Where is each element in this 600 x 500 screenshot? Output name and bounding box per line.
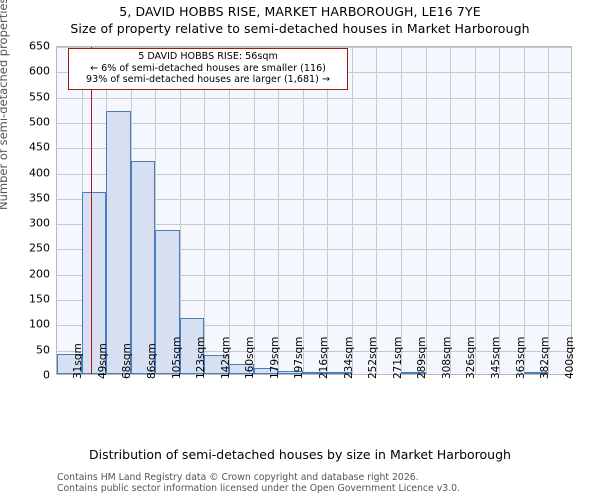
gridline-vertical: [155, 47, 157, 374]
y-tick-label: 550: [29, 90, 50, 104]
gridline-horizontal: [57, 97, 571, 99]
gridline-horizontal: [57, 122, 571, 124]
y-tick-label: 100: [29, 317, 50, 331]
y-tick-label: 600: [29, 64, 50, 78]
x-tick-label: 160sqm: [244, 336, 257, 379]
gridline-vertical: [229, 47, 230, 374]
bar: [229, 363, 254, 374]
y-tick-label: 350: [29, 191, 50, 205]
x-tick-label: 382sqm: [539, 336, 552, 379]
plot-area: [56, 46, 572, 375]
gridline-horizontal: [57, 350, 571, 352]
gridline-horizontal: [57, 274, 571, 276]
gridline-vertical: [523, 47, 525, 374]
gridline-horizontal: [57, 249, 571, 251]
y-tick-label: 50: [36, 343, 50, 357]
x-tick-label: 31sqm: [72, 343, 85, 379]
bar: [302, 371, 328, 374]
y-tick-label: 250: [29, 241, 50, 255]
y-tick-label: 400: [29, 166, 50, 180]
bar: [179, 318, 205, 374]
gridline-horizontal: [57, 148, 571, 150]
gridline-vertical: [548, 47, 550, 374]
footer-line-2: Contains public sector information licen…: [57, 483, 460, 494]
bar: [327, 372, 352, 374]
x-tick-label: 345sqm: [490, 336, 502, 379]
gridline-vertical: [376, 47, 378, 374]
gridline-vertical: [327, 47, 329, 374]
x-tick-label: 271sqm: [391, 336, 404, 379]
gridline-horizontal: [57, 300, 571, 302]
bar: [278, 371, 303, 374]
bar: [106, 110, 131, 374]
gridline-vertical: [204, 47, 206, 374]
bar-series: [57, 47, 571, 374]
gridline-vertical: [302, 47, 304, 374]
x-tick-label: 105sqm: [170, 336, 183, 379]
x-tick-label: 289sqm: [416, 336, 429, 379]
gridline-horizontal: [57, 173, 571, 175]
y-tick-label: 200: [29, 267, 50, 281]
x-tick-label: 123sqm: [195, 336, 208, 379]
gridline-vertical: [425, 47, 427, 374]
x-tick-label: 252sqm: [367, 336, 380, 379]
bar: [401, 372, 426, 374]
gridline-vertical: [474, 47, 476, 374]
gridline-horizontal: [57, 325, 571, 327]
x-tick-label: 308sqm: [440, 336, 453, 379]
gridline-vertical: [450, 47, 452, 374]
annotation-line-3: 93% of semi-detached houses are larger (…: [86, 74, 330, 86]
y-tick-label: 450: [29, 140, 50, 154]
x-tick-label: 197sqm: [293, 336, 306, 379]
gridline-vertical: [401, 47, 402, 374]
page-title: 5, DAVID HOBBS RISE, MARKET HARBOROUGH, …: [119, 4, 481, 19]
footer-line-1: Contains HM Land Registry data © Crown c…: [57, 472, 419, 483]
x-tick-label: 363sqm: [514, 336, 527, 379]
gridline-vertical: [351, 47, 353, 374]
gridline-vertical: [499, 47, 501, 374]
property-marker-line: [90, 47, 93, 374]
bar: [130, 161, 156, 374]
chart-subtitle: Size of property relative to semi-detach…: [70, 21, 530, 36]
y-tick-label: 500: [29, 115, 50, 129]
y-tick-label: 0: [43, 368, 50, 382]
gridline-horizontal: [57, 198, 571, 200]
x-tick-label: 142sqm: [219, 336, 232, 379]
gridline-vertical: [179, 47, 181, 374]
x-tick-label: 179sqm: [268, 336, 281, 379]
bar: [57, 353, 82, 374]
annotation-line-2: ← 6% of semi-detached houses are smaller…: [90, 62, 326, 74]
x-tick-label: 86sqm: [146, 343, 158, 379]
y-tick-label: 300: [29, 216, 50, 230]
y-tick-label: 150: [29, 292, 50, 306]
bar: [253, 367, 279, 374]
x-tick-label: 400sqm: [563, 336, 576, 379]
annotation-line-1: 5 DAVID HOBBS RISE: 56sqm: [138, 51, 278, 62]
x-tick-label: 216sqm: [318, 336, 330, 379]
x-tick-label: 234sqm: [342, 336, 355, 379]
gridline-horizontal: [57, 47, 571, 48]
gridline-vertical: [278, 47, 280, 374]
x-tick-label: 326sqm: [465, 336, 478, 379]
bar: [81, 191, 107, 374]
bar: [204, 355, 229, 374]
x-axis-title: Distribution of semi-detached houses by …: [89, 447, 511, 462]
x-tick-label: 49sqm: [96, 343, 109, 379]
bar: [523, 372, 549, 374]
annotation-box: 5 DAVID HOBBS RISE: 56sqm ← 6% of semi-d…: [68, 48, 348, 90]
footer-attribution: Contains HM Land Registry data © Crown c…: [57, 472, 597, 494]
bar: [155, 229, 180, 374]
y-tick-label: 650: [29, 39, 50, 53]
gridline-horizontal: [57, 224, 571, 226]
gridline-vertical: [253, 47, 255, 374]
x-tick-label: 68sqm: [121, 343, 134, 379]
